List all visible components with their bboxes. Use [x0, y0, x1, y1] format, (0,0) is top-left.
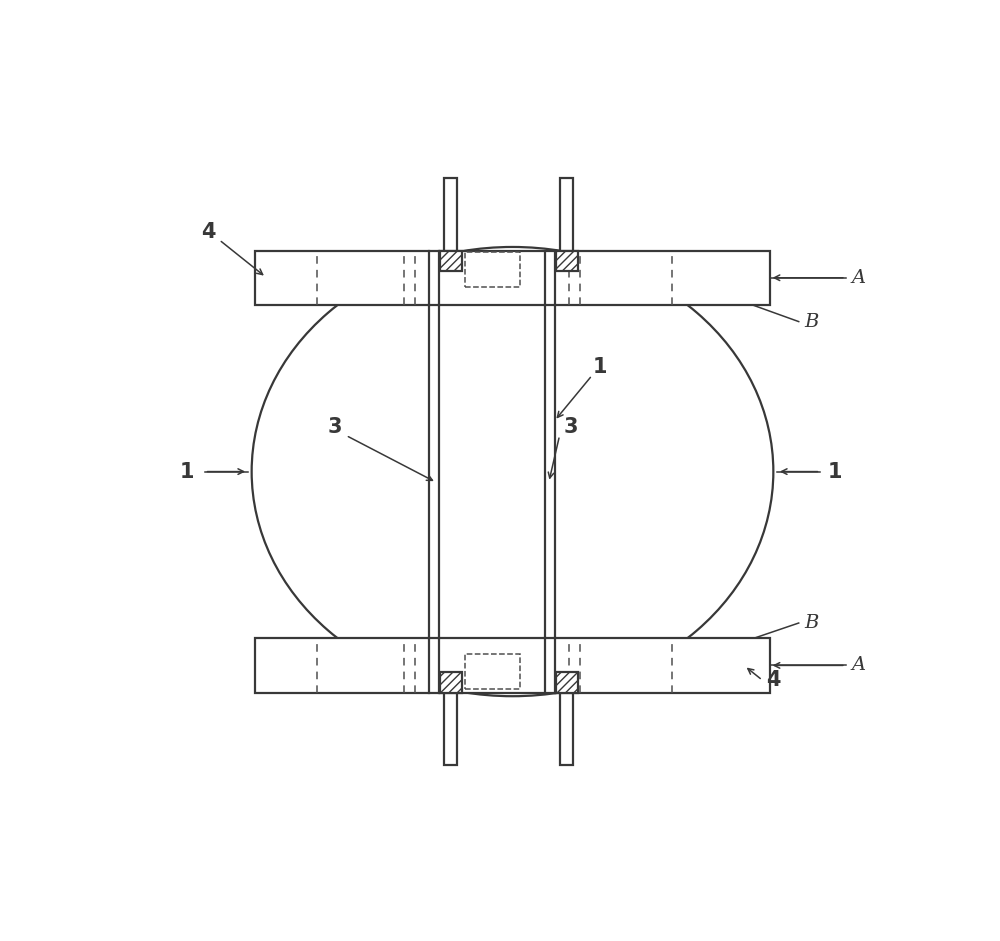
Bar — [560, 178, 573, 250]
Bar — [556, 250, 578, 271]
Bar — [556, 672, 578, 693]
Text: 4: 4 — [201, 222, 215, 243]
Bar — [465, 252, 520, 287]
Bar — [560, 693, 573, 765]
Bar — [440, 250, 462, 271]
Text: B: B — [805, 614, 819, 632]
Text: B: B — [805, 312, 819, 330]
Text: 1: 1 — [828, 462, 842, 482]
Bar — [440, 672, 462, 693]
Bar — [255, 638, 770, 693]
Text: A: A — [852, 269, 866, 287]
Text: 1: 1 — [592, 357, 607, 376]
Bar — [444, 693, 457, 765]
Text: 1: 1 — [179, 462, 194, 482]
Bar — [444, 178, 457, 250]
Text: 3: 3 — [328, 417, 342, 437]
Text: 3: 3 — [563, 417, 578, 437]
Text: A: A — [852, 657, 866, 675]
Text: 4: 4 — [766, 670, 781, 691]
Bar — [255, 250, 770, 305]
Bar — [465, 654, 520, 689]
